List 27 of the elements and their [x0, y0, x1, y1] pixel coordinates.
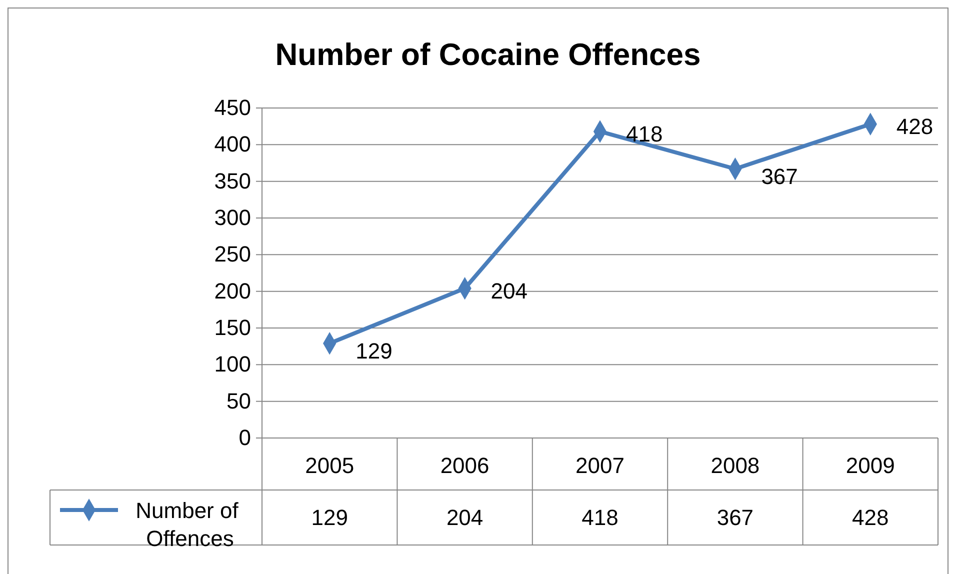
legend-label: Number of Offences [136, 498, 240, 551]
chart-title: Number of Cocaine Offences [275, 37, 701, 72]
y-tick-label: 250 [214, 242, 251, 267]
data-label: 428 [896, 114, 934, 140]
y-tick-label: 450 [214, 95, 251, 120]
y-tick-label: 150 [214, 315, 251, 340]
text: 367 [716, 505, 754, 530]
data-label: 418 [626, 121, 663, 146]
text: 129 [311, 505, 348, 530]
data-label: 367 [761, 164, 798, 189]
y-tick-label: 200 [214, 278, 251, 304]
y-tick-label: 50 [226, 388, 251, 414]
y-tick-label: 300 [214, 205, 251, 230]
y-tick-label: 350 [214, 168, 251, 194]
data-label: 129 [356, 338, 392, 364]
x-tick-label: 2007 [576, 453, 624, 478]
text: 418 [582, 505, 618, 530]
y-tick-label: 100 [214, 352, 251, 377]
y-tick-label: 400 [214, 132, 251, 157]
data-label: 204 [490, 278, 528, 304]
y-tick-label: 0 [238, 425, 251, 450]
text: 204 [446, 505, 484, 530]
x-tick-label: 2009 [846, 453, 895, 478]
x-tick-label: 2005 [305, 453, 354, 478]
x-tick-label: 2008 [710, 453, 760, 478]
text: 428 [852, 505, 889, 530]
x-tick-label: 2006 [440, 453, 490, 478]
